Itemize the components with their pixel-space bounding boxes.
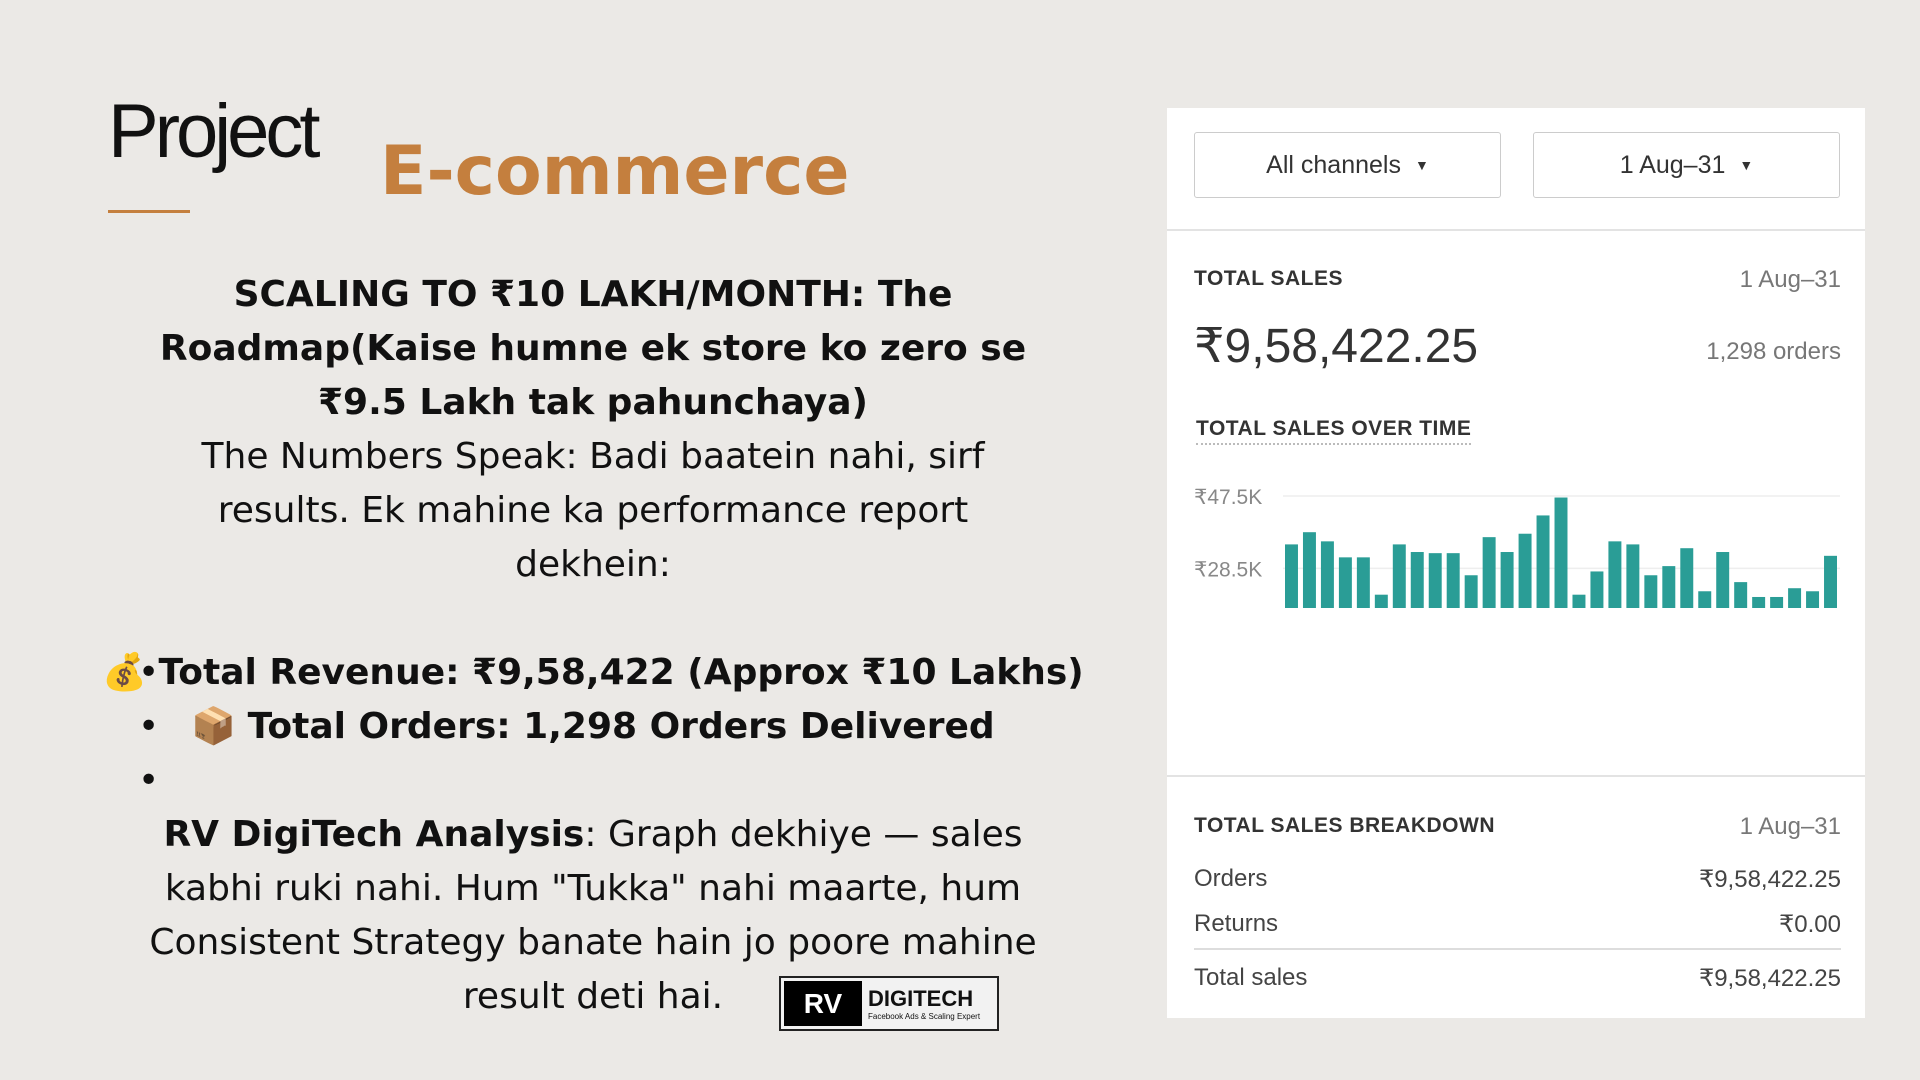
bullet-list: 💰 Total Revenue: ₹9,58,422 (Approx ₹10 L… <box>100 646 1086 808</box>
analysis-paragraph: RV DigiTech Analysis: Graph dekhiye — sa… <box>100 808 1086 1024</box>
total-sales-range: 1 Aug–31 <box>1739 266 1841 293</box>
intro-text: The Numbers Speak: Badi baatein nahi, si… <box>201 436 985 585</box>
bar <box>1788 588 1802 608</box>
bar <box>1734 582 1748 608</box>
bar <box>1680 548 1694 608</box>
bar <box>1824 555 1837 608</box>
breakdown-row-total: Total sales ₹9,58,422.25 <box>1194 964 1841 993</box>
logo-name: DIGITECH <box>868 986 974 1011</box>
project-label: Project <box>108 89 321 174</box>
bar <box>1644 575 1658 608</box>
bar <box>1374 594 1388 608</box>
bar <box>1464 575 1478 608</box>
revenue-text: Total Revenue: ₹9,58,422 (Approx ₹10 Lak… <box>158 652 1084 693</box>
logo-tagline: Facebook Ads & Scaling Expert <box>868 1012 981 1021</box>
row-value: ₹0.00 <box>1779 911 1841 938</box>
divider <box>1194 948 1841 950</box>
bar <box>1320 541 1334 608</box>
total-sales-value: ₹9,58,422.25 <box>1194 320 1479 373</box>
date-dropdown[interactable]: 1 Aug–31 ▼ <box>1533 132 1840 198</box>
date-dropdown-label: 1 Aug–31 <box>1619 150 1726 179</box>
analysis-label: RV DigiTech Analysis <box>163 814 585 855</box>
bar <box>1500 552 1514 608</box>
channel-dropdown[interactable]: All channels ▼ <box>1194 132 1501 198</box>
sales-bar-chart: ₹47.5K₹28.5K₹9.5K1 Aug11 Aug21 Aug31 Aug <box>1194 486 1840 608</box>
breakdown-row-returns: Returns ₹0.00 <box>1194 910 1841 939</box>
bar <box>1716 552 1730 608</box>
list-item: 💰 Total Revenue: ₹9,58,422 (Approx ₹10 L… <box>100 646 1086 700</box>
list-item <box>100 754 1086 808</box>
caret-down-icon: ▼ <box>1739 157 1754 173</box>
bar <box>1285 544 1298 608</box>
page-title: E-commerce <box>380 132 850 211</box>
row-value: ₹9,58,422.25 <box>1698 965 1841 992</box>
bar <box>1806 591 1820 608</box>
row-label: Total sales <box>1194 964 1308 991</box>
rv-digitech-logo: RV DIGITECH Facebook Ads & Scaling Expert <box>779 976 999 1031</box>
bar <box>1770 596 1784 608</box>
bar <box>1428 553 1442 608</box>
heading: SCALING TO ₹10 LAKH/MONTH: The Roadmap(K… <box>159 274 1027 423</box>
bar <box>1392 544 1406 608</box>
y-tick-label: ₹28.5K <box>1194 558 1262 581</box>
row-label: Orders <box>1194 865 1268 892</box>
row-value: ₹9,58,422.25 <box>1698 866 1841 893</box>
bar <box>1662 566 1676 608</box>
bar <box>1410 552 1424 608</box>
title-underline <box>108 210 190 213</box>
bar <box>1482 537 1496 608</box>
total-sales-label: TOTAL SALES <box>1194 267 1344 290</box>
bar <box>1554 497 1568 608</box>
breakdown-row-orders: Orders ₹9,58,422.25 <box>1194 865 1841 894</box>
sales-panel: All channels ▼ 1 Aug–31 ▼ TOTAL SALES 1 Au… <box>1167 108 1865 1018</box>
content-text: SCALING TO ₹10 LAKH/MONTH: The Roadmap(K… <box>100 268 1086 1024</box>
orders-count: 1,298 orders <box>1706 338 1841 365</box>
list-item: 📦 Total Orders: 1,298 Orders Delivered <box>100 700 1086 754</box>
bar <box>1356 557 1370 608</box>
logo-mark: RV <box>784 981 862 1026</box>
caret-down-icon: ▼ <box>1414 157 1429 173</box>
bar <box>1302 532 1316 608</box>
orders-text: Total Orders: 1,298 Orders Delivered <box>247 706 995 747</box>
bar <box>1338 557 1352 608</box>
divider <box>1167 229 1865 231</box>
channel-dropdown-label: All channels <box>1266 150 1401 179</box>
y-tick-label: ₹47.5K <box>1194 486 1262 509</box>
bar <box>1626 544 1640 608</box>
bar <box>1446 553 1460 608</box>
divider <box>1167 775 1865 777</box>
bar <box>1698 591 1712 608</box>
bar <box>1536 515 1550 608</box>
analysis-text: : Graph dekhiye — sales kabhi ruki nahi.… <box>149 814 1037 1017</box>
chart-title: TOTAL SALES OVER TIME <box>1196 417 1472 445</box>
bar <box>1752 596 1766 608</box>
breakdown-range: 1 Aug–31 <box>1739 813 1841 840</box>
row-label: Returns <box>1194 910 1279 937</box>
bar <box>1590 571 1604 608</box>
breakdown-label: TOTAL SALES BREAKDOWN <box>1194 814 1496 837</box>
money-bag-icon: 💰 <box>102 652 148 693</box>
bar <box>1608 541 1622 608</box>
package-icon: 📦 <box>191 706 237 747</box>
bar <box>1518 533 1532 608</box>
bar <box>1572 594 1586 608</box>
